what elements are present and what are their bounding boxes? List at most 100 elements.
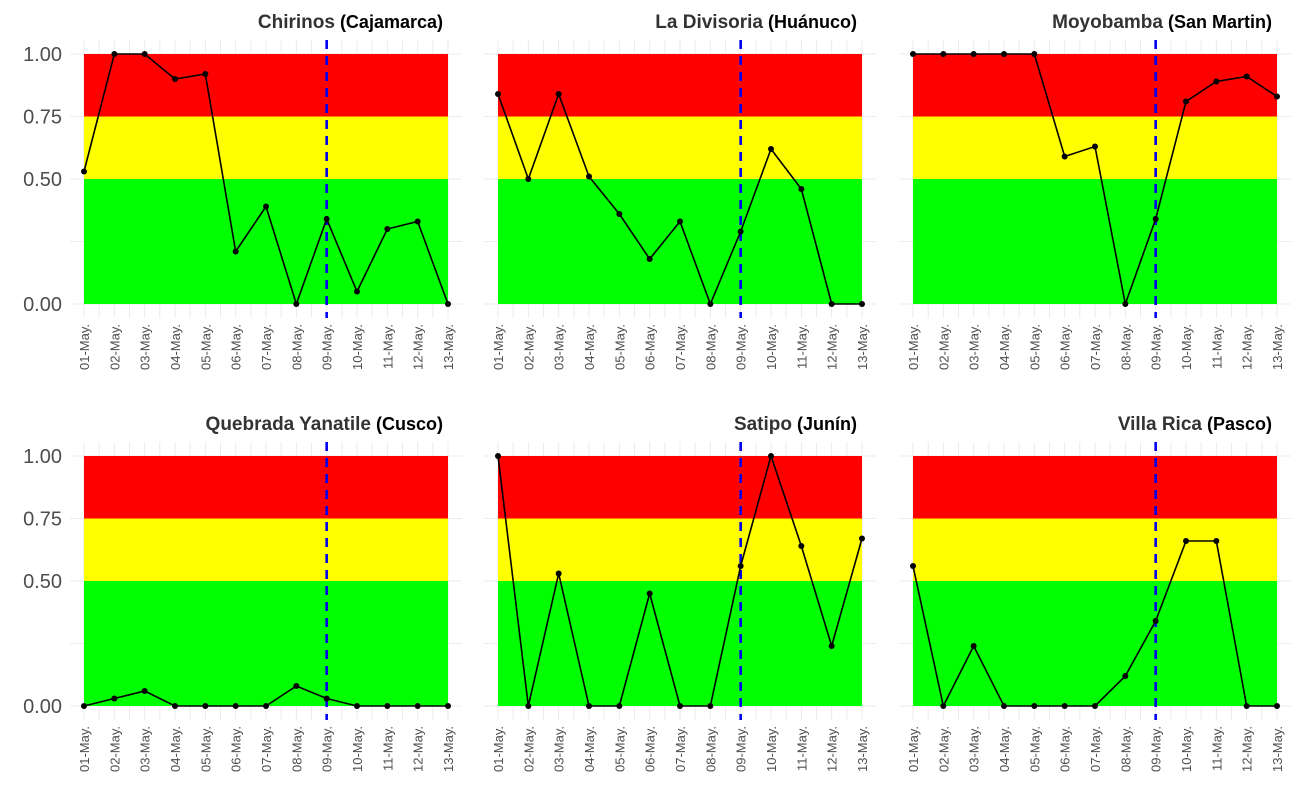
risk-band-2 [498,518,862,581]
x-tick-label: 08-May. [703,324,718,370]
risk-band-1 [84,581,448,706]
data-point [1031,51,1038,57]
data-point [677,218,683,225]
data-point [323,695,330,702]
x-tick-label: 12-May. [1240,726,1255,772]
chart-panel-3: 01-May. 02-May. 03-May. 04-May. 05-May. 06-Ma… [899,12,1291,370]
data-point [646,590,653,597]
x-tick-label: 09-May. [734,324,749,370]
data-point [555,570,562,577]
data-point [232,703,239,709]
x-tick-label: 10-May. [1179,324,1194,370]
x-tick-label: 11-May. [1209,324,1224,369]
x-tick-label: 11-May. [794,324,809,369]
x-tick-label: 11-May. [380,726,395,771]
risk-band-3 [84,54,448,117]
data-point [859,301,865,307]
data-point [910,51,916,57]
risk-band-3 [498,54,862,117]
data-point [414,703,421,709]
x-tick-label: 04-May. [582,324,597,370]
data-point [616,211,623,217]
data-point [1001,703,1007,709]
x-tick-label: 02-May. [521,726,536,772]
data-point [616,703,623,709]
data-point [172,76,178,82]
x-tick-label: 13-May. [855,726,870,772]
x-tick-label: 10-May. [350,324,365,370]
x-tick-label: 09-May. [320,726,335,772]
x-tick-label: 04-May. [168,324,183,370]
x-tick-label: 01-May. [906,726,921,772]
data-point [354,288,360,295]
data-point [586,173,592,180]
panel-title-name: La Divisoria [655,12,763,33]
panel-title-name: Satipo [734,414,792,435]
risk-band-2 [498,116,862,179]
panel-title: Moyobamba (San Martin) [1052,12,1272,33]
x-tick-label: 08-May. [703,726,718,772]
chart-panel-2: 01-May. 02-May. 03-May. 04-May. 05-May. 06-Ma… [484,12,876,370]
data-point [707,301,714,307]
data-point [1213,78,1220,85]
x-tick-label: 08-May. [1118,324,1133,370]
risk-band-2 [84,518,448,581]
data-point [1031,703,1038,709]
data-point [495,453,501,459]
data-point [1092,143,1098,150]
y-tick-label: 0.50 [23,169,62,191]
x-tick-label: 01-May. [77,324,92,370]
panel-title: Quebrada Yanatile (Cusco) [206,414,443,435]
data-point [1213,538,1220,544]
x-tick-label: 08-May. [289,726,304,772]
x-tick-label: 07-May. [1088,726,1103,772]
risk-band-3 [913,54,1277,117]
x-tick-label: 07-May. [1088,324,1103,370]
x-tick-label: 07-May. [259,726,274,772]
x-tick-label: 09-May. [1149,324,1164,370]
data-point [1061,703,1068,709]
x-tick-label: 02-May. [107,324,122,370]
data-point [646,256,653,262]
x-tick-label: 01-May. [906,324,921,370]
data-point [798,543,805,549]
x-tick-label: 06-May. [229,324,244,370]
panel-title-name: Moyobamba [1052,12,1163,33]
data-point [1243,703,1250,709]
x-tick-label: 03-May. [138,726,153,772]
x-tick-label: 12-May. [825,324,840,370]
risk-band-2 [84,116,448,179]
data-point [768,453,774,459]
data-point [940,51,947,57]
data-point [1092,703,1098,709]
data-point [81,168,87,175]
x-tick-label: 09-May. [734,726,749,772]
panel-title-name: Chirinos [258,12,335,33]
panel-title-region: (Huánuco) [768,12,857,32]
data-point [1274,703,1280,709]
data-point [1122,673,1129,679]
x-tick-label: 01-May. [77,726,92,772]
risk-band-2 [913,518,1277,581]
x-tick-label: 10-May. [764,324,779,370]
x-tick-label: 12-May. [411,324,426,370]
data-point [263,703,269,709]
risk-band-3 [913,456,1277,519]
data-point [111,695,118,702]
risk-band-1 [498,581,862,706]
y-tick-label: 1.00 [23,446,62,468]
x-tick-label: 02-May. [936,726,951,772]
panel-title-region: (San Martin) [1168,12,1272,32]
x-tick-label: 02-May. [521,324,536,370]
data-point [1183,538,1189,544]
x-tick-label: 06-May. [643,324,658,370]
x-tick-label: 03-May. [552,324,567,370]
data-point [1061,153,1068,160]
x-tick-label: 06-May. [1058,324,1073,370]
x-tick-label: 03-May. [967,726,982,772]
data-point [232,248,239,255]
risk-band-1 [913,179,1277,304]
data-point [525,703,532,709]
x-tick-label: 03-May. [138,324,153,370]
chart-panel-5: 01-May. 02-May. 03-May. 04-May. 05-May. 06-Ma… [484,414,876,772]
